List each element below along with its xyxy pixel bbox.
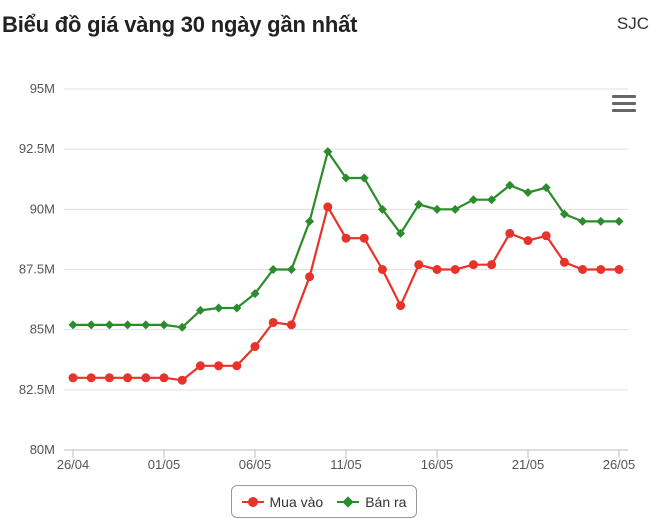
data-point-sell bbox=[250, 289, 260, 299]
data-point-buy bbox=[123, 373, 133, 383]
data-point-buy bbox=[104, 373, 114, 383]
brand-label: SJC bbox=[616, 14, 649, 33]
data-point-sell bbox=[159, 320, 169, 330]
data-point-sell bbox=[468, 195, 478, 205]
data-point-sell bbox=[323, 147, 333, 157]
x-tick-label: 26/05 bbox=[603, 457, 636, 472]
y-tick-label: 82.5M bbox=[19, 382, 55, 397]
y-tick-label: 92.5M bbox=[19, 141, 55, 156]
legend: Mua vào Bán ra bbox=[231, 485, 417, 518]
data-point-buy bbox=[541, 231, 551, 241]
data-point-buy bbox=[559, 257, 569, 267]
x-tick-label: 11/05 bbox=[330, 457, 362, 472]
data-point-sell bbox=[305, 216, 315, 226]
data-point-sell bbox=[614, 216, 624, 226]
data-point-sell bbox=[414, 200, 424, 210]
series bbox=[68, 147, 624, 385]
data-point-sell bbox=[286, 265, 296, 274]
data-point-sell bbox=[214, 303, 224, 313]
data-point-buy bbox=[214, 361, 224, 371]
data-point-buy bbox=[450, 265, 460, 274]
data-point-sell bbox=[232, 303, 242, 313]
grid-lines bbox=[64, 88, 628, 391]
data-point-buy bbox=[341, 233, 351, 243]
x-tick-label: 21/05 bbox=[512, 457, 545, 472]
data-point-sell bbox=[123, 320, 133, 330]
data-point-sell bbox=[432, 204, 442, 214]
axes: 80M 82.5M 85M 87.5M 90M 92.5M 95M 26/04 01/05 06/… bbox=[19, 81, 635, 472]
data-point-sell bbox=[359, 173, 369, 183]
data-point-buy bbox=[195, 361, 205, 371]
data-point-buy bbox=[487, 260, 497, 270]
data-point-sell bbox=[559, 209, 569, 219]
data-point-buy bbox=[505, 228, 515, 238]
data-point-buy bbox=[286, 320, 296, 330]
y-tick-label: 90M bbox=[30, 201, 55, 216]
legend-buy-swatch bbox=[241, 496, 264, 508]
series-buy bbox=[68, 202, 624, 385]
x-tick-label: 26/04 bbox=[57, 457, 90, 472]
data-point-sell bbox=[578, 216, 588, 226]
data-point-buy bbox=[396, 301, 406, 311]
data-point-sell bbox=[68, 320, 78, 330]
data-point-buy bbox=[359, 233, 369, 243]
page-title: Biểu đồ giá vàng 30 ngày gần nhất bbox=[2, 12, 358, 37]
data-point-sell bbox=[596, 216, 606, 226]
data-point-buy bbox=[159, 373, 169, 383]
data-point-sell bbox=[268, 265, 278, 274]
data-point-buy bbox=[141, 373, 151, 383]
data-point-buy bbox=[578, 265, 588, 274]
data-point-buy bbox=[414, 260, 424, 270]
data-point-sell bbox=[86, 320, 96, 330]
data-point-buy bbox=[177, 375, 187, 385]
data-point-buy bbox=[468, 260, 478, 270]
legend-item-buy[interactable]: Mua vào bbox=[241, 493, 324, 510]
y-tick-label: 85M bbox=[30, 322, 55, 337]
x-tick-label: 16/05 bbox=[421, 457, 454, 472]
line-chart: 80M 82.5M 85M 87.5M 90M 92.5M 95M 26/04 01/05 06/… bbox=[19, 81, 635, 472]
data-point-buy bbox=[432, 265, 442, 274]
data-point-sell bbox=[523, 187, 533, 197]
data-point-buy bbox=[232, 361, 242, 371]
data-point-buy bbox=[323, 202, 333, 212]
data-point-sell bbox=[141, 320, 151, 330]
legend-buy-label: Mua vào bbox=[269, 493, 324, 510]
legend-sell-label: Bán ra bbox=[365, 493, 407, 510]
x-tick-label: 06/05 bbox=[239, 457, 272, 472]
data-point-buy bbox=[596, 265, 606, 274]
data-point-sell bbox=[450, 204, 460, 214]
data-point-buy bbox=[268, 317, 278, 327]
legend-item-sell[interactable]: Bán ra bbox=[337, 494, 406, 510]
data-point-buy bbox=[377, 265, 387, 274]
data-point-sell bbox=[396, 228, 406, 238]
data-point-sell bbox=[177, 322, 187, 332]
data-point-sell bbox=[505, 180, 515, 190]
data-point-buy bbox=[614, 265, 624, 274]
data-point-sell bbox=[195, 305, 205, 315]
y-tick-label: 87.5M bbox=[19, 262, 55, 277]
data-point-buy bbox=[86, 373, 96, 383]
hamburger-menu-icon[interactable] bbox=[612, 95, 636, 115]
y-tick-label: 95M bbox=[30, 81, 55, 96]
data-point-sell bbox=[104, 320, 114, 330]
data-point-sell bbox=[377, 204, 387, 214]
y-tick-label: 80M bbox=[30, 442, 55, 457]
x-tick-label: 01/05 bbox=[148, 457, 181, 472]
series-sell bbox=[68, 147, 624, 332]
legend-sell-swatch bbox=[337, 495, 360, 508]
data-point-buy bbox=[523, 236, 533, 246]
data-point-buy bbox=[305, 272, 315, 282]
series-line-buy bbox=[73, 205, 619, 382]
data-point-sell bbox=[541, 183, 551, 193]
data-point-sell bbox=[341, 173, 351, 183]
data-point-buy bbox=[250, 342, 260, 352]
data-point-sell bbox=[487, 195, 497, 205]
data-point-buy bbox=[68, 373, 78, 383]
